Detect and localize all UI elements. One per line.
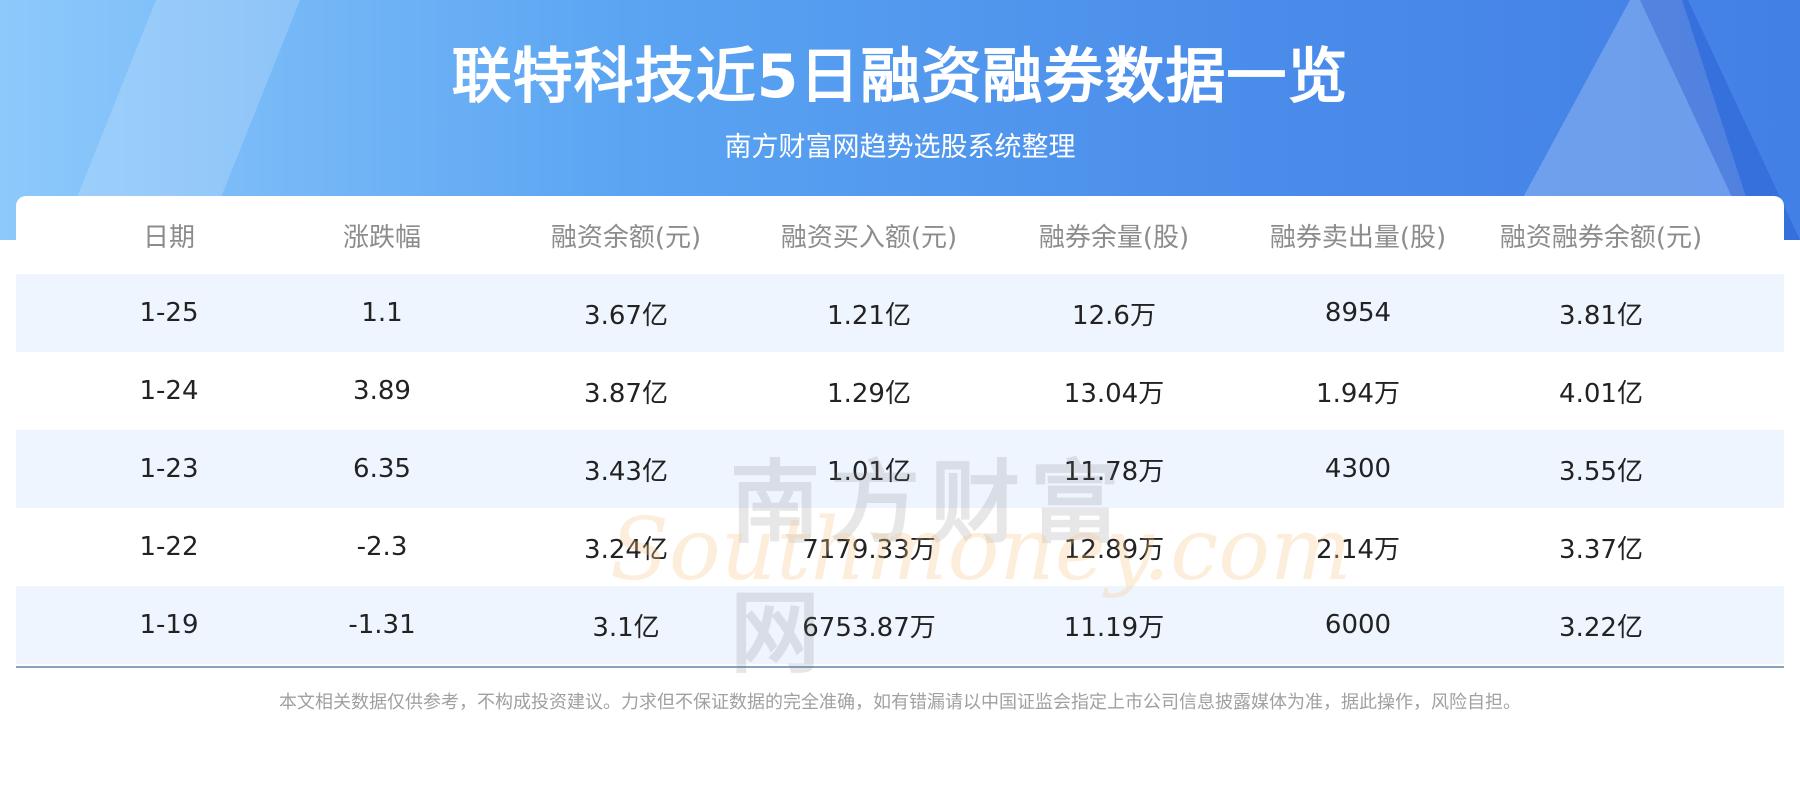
table-cell: 3.43亿 [584, 456, 668, 487]
table-cell: 11.19万 [1063, 612, 1165, 643]
column-header: 融资余额(元) [550, 222, 702, 253]
page-title: 联特科技近5日融资融券数据一览 [451, 42, 1349, 112]
column-header: 融券卖出量(股) [1269, 222, 1447, 253]
data-table: 日期 涨跌幅 融资余额(元) 融资买入额(元) 融券余量(股) 融券卖出量(股) 融资融券余… [16, 196, 1784, 668]
table-cell: -1.31 [348, 610, 416, 640]
table-cell: 3.89 [353, 376, 411, 406]
table-cell: 3.37亿 [1559, 534, 1643, 565]
disclaimer: 本文相关数据仅供参考，不构成投资建议。力求但不保证数据的完全准确，如有错漏请以中… [279, 692, 1521, 713]
table-cell: 12.89万 [1063, 534, 1165, 565]
column-header: 融资融券余额(元) [1499, 222, 1703, 253]
table-cell: 1-23 [139, 454, 199, 484]
table-cell: 3.1亿 [592, 612, 660, 643]
table-cell: 3.81亿 [1559, 300, 1643, 331]
table-cell: 4.01亿 [1559, 378, 1643, 409]
table-cell: 3.87亿 [584, 378, 668, 409]
column-header: 融资买入额(元) [780, 222, 958, 253]
table-cell: 2.14万 [1316, 534, 1400, 565]
table-header: 日期 涨跌幅 融资余额(元) 融资买入额(元) 融券余量(股) 融券卖出量(股) 融资融券余… [16, 196, 1784, 274]
column-header: 日期 [142, 222, 196, 253]
table-cell: 1.94万 [1316, 378, 1400, 409]
table-cell: 4300 [1324, 454, 1392, 484]
table-cell: 3.22亿 [1559, 612, 1643, 643]
page-subtitle: 南方财富网趋势选股系统整理 [724, 132, 1076, 163]
table-cell: 3.67亿 [584, 300, 668, 331]
table-cell: 1.01亿 [827, 456, 911, 487]
table-cell: 11.78万 [1063, 456, 1165, 487]
table-cell: 6.35 [353, 454, 411, 484]
table-cell: 1-22 [139, 532, 199, 562]
column-header: 融券余量(股) [1038, 222, 1190, 253]
table-cell: 1.29亿 [827, 378, 911, 409]
table-row: 1-22 -2.3 3.24亿 7179.33万 12.89万 2.14万 3.37亿 [16, 508, 1784, 586]
table-cell: 6000 [1324, 610, 1392, 640]
table-cell: 8954 [1324, 298, 1392, 328]
column-header: 涨跌幅 [342, 222, 422, 253]
table-cell: -2.3 [356, 532, 408, 562]
table-cell: 12.6万 [1072, 300, 1156, 331]
table-cell: 3.24亿 [584, 534, 668, 565]
table-row: 1-23 6.35 3.43亿 1.01亿 11.78万 4300 3.55亿 [16, 430, 1784, 508]
table-row: 1-25 1.1 3.67亿 1.21亿 12.6万 8954 3.81亿 [16, 274, 1784, 352]
table-row: 1-24 3.89 3.87亿 1.29亿 13.04万 1.94万 4.01亿 [16, 352, 1784, 430]
table-cell: 7179.33万 [802, 534, 936, 565]
table-cell: 13.04万 [1063, 378, 1165, 409]
table-cell: 1-25 [139, 298, 199, 328]
table-cell: 1.1 [361, 298, 403, 328]
table-row: 1-19 -1.31 3.1亿 6753.87万 11.19万 6000 3.22亿 [16, 586, 1784, 664]
table-cell: 1-19 [139, 610, 199, 640]
table-cell: 6753.87万 [802, 612, 936, 643]
table-cell: 3.55亿 [1559, 456, 1643, 487]
table-cell: 1.21亿 [827, 300, 911, 331]
table-cell: 1-24 [139, 376, 199, 406]
